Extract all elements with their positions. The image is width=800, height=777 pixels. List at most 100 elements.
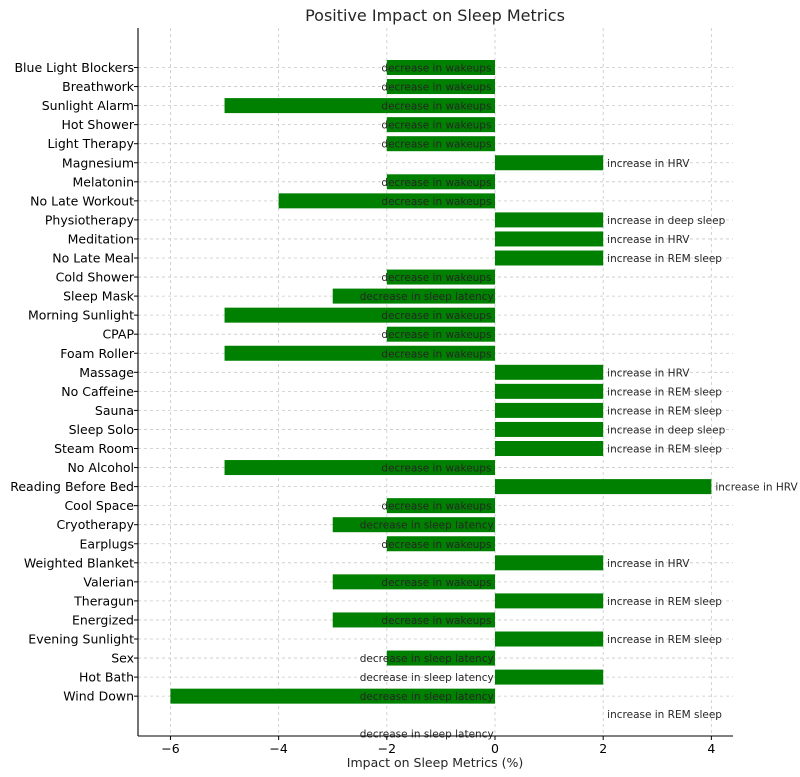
y-tick-label: CPAP — [102, 327, 134, 342]
bar — [495, 555, 604, 571]
y-tick-label: Morning Sunlight — [28, 308, 134, 323]
bar-labels: decrease in wakeups decrease in wakeups de… — [360, 63, 799, 741]
y-axis-ticks: Blue Light Blockers Breathwork Sunlight Al… — [10, 60, 138, 704]
bar — [495, 250, 604, 266]
x-tick-label: 0 — [491, 741, 499, 756]
bar — [224, 98, 495, 114]
y-tick-label: Weighted Blanket — [24, 555, 134, 570]
bar — [386, 536, 495, 552]
bar-label: increase in REM sleep — [607, 386, 722, 398]
bar-label: decrease in wakeups — [381, 501, 491, 513]
bar — [386, 136, 495, 152]
bar-label: decrease in sleep latency — [360, 291, 494, 303]
bar-label: decrease in wakeups — [381, 101, 491, 113]
bar-label: decrease in wakeups — [381, 120, 491, 132]
bar — [170, 688, 496, 704]
bar-label: increase in deep sleep — [607, 215, 725, 227]
bar-label: decrease in wakeups — [381, 329, 491, 341]
chart-title: Positive Impact on Sleep Metrics — [305, 6, 565, 25]
bar — [386, 269, 495, 285]
bar-label: decrease in wakeups — [381, 310, 491, 322]
bar-label: decrease in wakeups — [381, 348, 491, 360]
bar-label: increase in HRV — [607, 158, 690, 170]
bar-label: increase in HRV — [715, 482, 798, 494]
y-tick-label: No Alcohol — [67, 460, 134, 475]
bar-label: increase in deep sleep — [607, 424, 725, 436]
bar-label: increase in REM sleep — [607, 709, 722, 721]
bar-label: increase in HRV — [607, 367, 690, 379]
y-tick-label: Foam Roller — [60, 346, 135, 361]
bar-label: decrease in sleep latency — [360, 653, 494, 665]
bar-label: increase in REM sleep — [607, 444, 722, 456]
bar-label: decrease in wakeups — [381, 177, 491, 189]
bar — [495, 364, 604, 380]
bar — [495, 479, 712, 495]
bar-label: increase in HRV — [607, 234, 690, 246]
y-tick-label: Wind Down — [63, 689, 134, 704]
bar — [495, 593, 604, 609]
y-tick-label: Cool Space — [64, 498, 134, 513]
bar — [386, 174, 495, 190]
y-tick-label: Meditation — [68, 231, 134, 246]
y-tick-label: Hot Shower — [62, 117, 135, 132]
bar — [495, 669, 604, 685]
bar — [386, 498, 495, 514]
bar-label: decrease in sleep latency — [360, 728, 494, 740]
bar — [386, 60, 495, 75]
x-tick-label: 2 — [599, 741, 607, 756]
bar — [332, 288, 495, 304]
bar-label: decrease in wakeups — [381, 615, 491, 627]
bar-label: increase in REM sleep — [607, 253, 722, 265]
bar-label: decrease in wakeups — [381, 196, 491, 208]
bar — [495, 421, 604, 437]
bar — [278, 193, 495, 209]
y-tick-label: Sleep Mask — [63, 289, 135, 304]
y-tick-label: Blue Light Blockers — [14, 60, 134, 75]
axes — [137, 28, 733, 737]
bar — [495, 212, 604, 228]
x-tick-label: −6 — [161, 741, 179, 756]
bar — [495, 441, 604, 456]
y-tick-label: Steam Room — [54, 441, 134, 456]
grid — [138, 28, 733, 736]
bar-label: increase in REM sleep — [607, 405, 722, 417]
y-tick-label: Physiotherapy — [45, 212, 135, 227]
bar — [386, 326, 495, 342]
bar — [386, 117, 495, 133]
y-tick-label: Sex — [111, 651, 134, 666]
bar — [332, 574, 495, 590]
x-tick-label: −2 — [378, 741, 396, 756]
bar — [495, 631, 604, 647]
bar-label: decrease in wakeups — [381, 272, 491, 284]
y-tick-label: Reading Before Bed — [10, 479, 134, 494]
x-axis-label: Impact on Sleep Metrics (%) — [347, 755, 523, 770]
y-tick-label: Melatonin — [73, 174, 134, 189]
bar — [332, 612, 495, 628]
y-tick-label: No Caffeine — [61, 384, 134, 399]
bar — [386, 79, 495, 95]
bar — [495, 402, 604, 418]
bar-label: decrease in wakeups — [381, 63, 491, 75]
y-tick-label: Sleep Solo — [69, 422, 134, 437]
x-tick-label: −4 — [269, 741, 287, 756]
bar-label: increase in HRV — [607, 558, 690, 570]
bar-label: decrease in sleep latency — [360, 520, 494, 532]
bar-label: decrease in wakeups — [381, 577, 491, 589]
y-tick-label: Sunlight Alarm — [42, 98, 134, 113]
bar — [495, 383, 604, 399]
y-tick-label: Energized — [72, 612, 134, 627]
y-tick-label: Breathwork — [62, 79, 135, 94]
y-tick-label: Cryotherapy — [56, 517, 134, 532]
y-tick-label: Hot Bath — [79, 670, 134, 685]
x-axis-ticks: −6 −4 −2 0 2 4 — [161, 736, 715, 756]
y-tick-label: Massage — [79, 365, 134, 380]
bar-label: decrease in wakeups — [381, 463, 491, 475]
bars — [170, 60, 712, 704]
y-tick-label: Magnesium — [62, 155, 134, 170]
bar-label: decrease in wakeups — [381, 139, 491, 151]
y-tick-label: Valerian — [83, 574, 134, 589]
y-tick-label: Evening Sunlight — [28, 632, 134, 647]
bar — [386, 650, 495, 666]
bar-label: increase in REM sleep — [607, 596, 722, 608]
